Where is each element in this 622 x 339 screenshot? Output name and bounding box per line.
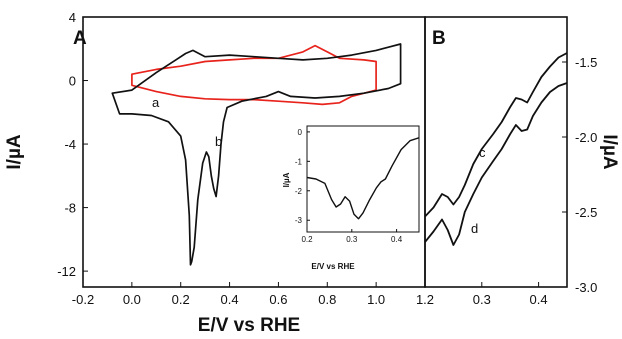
curve-b-tag: b [215,134,222,149]
panel-b-x-tick-label: 0.3 [473,292,491,307]
inset-y-axis-label: I/µA [282,172,291,187]
panel-a-y-tick-label: 0 [69,74,76,89]
curves-layer [111,43,567,266]
panel-a-x-tick-label: 1.2 [416,292,434,307]
panel-a-x-tick-label: 0.0 [123,292,141,307]
inset-y-tick-label: -3 [295,216,303,225]
panel-b-letter: B [432,28,446,49]
panel-b-curve-d [425,82,567,246]
panel-a-x-tick-label: -0.2 [72,292,94,307]
panel-a-y-tick-label: -4 [64,137,76,152]
panel-b-curve-c [425,52,567,218]
ticks-layer [82,16,567,288]
panel-a-letter: A [73,28,87,49]
panel-b-y-axis-label: I/µA [599,134,620,170]
curve-a-tag: a [152,95,160,110]
panel-b-frame [424,16,568,288]
inset-x-tick-label: 0.3 [346,235,358,244]
panel-a-x-tick-label: 0.2 [172,292,190,307]
inset-y-tick-label: -1 [295,157,303,166]
panel-a-y-tick-label: -8 [64,201,76,216]
panel-b-x-tick-label: 0.4 [530,292,548,307]
panel-b-y-tick-label: -2.0 [575,130,597,145]
curve-d-tag: d [471,221,478,236]
panel-b-y-tick-label: -2.5 [575,205,597,220]
inset-y-tick-label: -2 [295,187,303,196]
panel-a-x-axis-label: E/V vs RHE [198,315,300,336]
inset-x-axis-label: E/V vs RHE [311,262,355,271]
curve-c-tag: c [479,145,486,160]
inset-y-tick-label: 0 [298,128,303,137]
panel-a-x-tick-label: 0.6 [269,292,287,307]
panel-a-curve-a [131,44,377,106]
inset-x-tick-label: 0.2 [301,235,313,244]
panel-a-curve-b [111,43,402,266]
panel-a-x-tick-label: 0.4 [221,292,239,307]
inset-curve-series-0 [307,137,419,220]
panel-a-y-tick-label: -12 [57,264,76,279]
panel-a-y-tick-label: 4 [69,10,76,25]
tick-labels-layer: -0.2 0.0 0.2 0.4 0.6 0.8 1.0 1.2 4 0 -4 -8 -12 0.2 0.3… [57,10,597,307]
inset-x-tick-label: 0.4 [391,235,403,244]
panel-b-y-tick-label: -1.5 [575,55,597,70]
panel-b-y-tick-label: -3.0 [575,280,597,295]
inset-frame [306,125,420,233]
panel-a-x-tick-label: 1.0 [367,292,385,307]
panel-a-x-tick-label: 0.8 [318,292,336,307]
panel-a-y-axis-label: I/µA [4,134,25,170]
